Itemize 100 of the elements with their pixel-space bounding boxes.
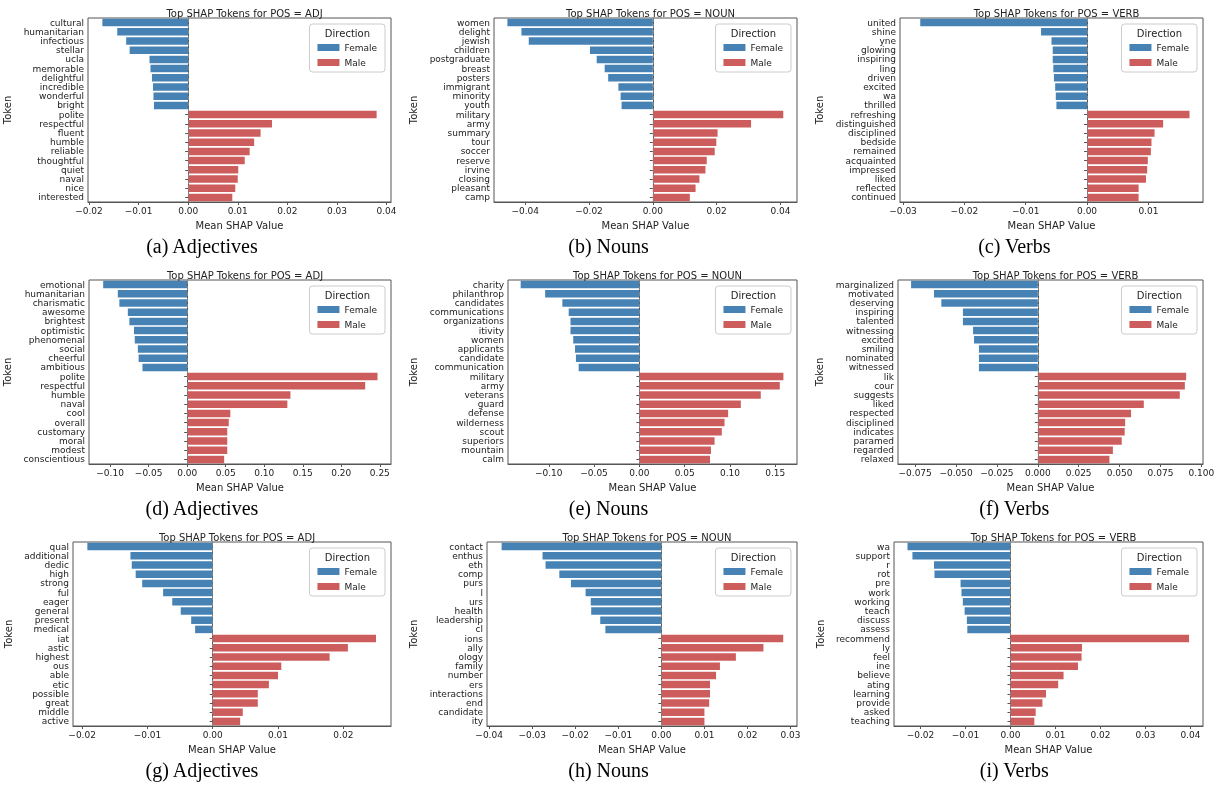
bar: [1053, 64, 1088, 73]
bar: [973, 326, 1038, 335]
y-tick-label: believe: [857, 670, 891, 681]
y-tick-label: cour: [874, 380, 895, 391]
y-tick-label: irvine: [464, 164, 491, 175]
x-tick-label: 0.04: [376, 205, 397, 216]
y-tick-label: contact: [449, 541, 484, 552]
bar: [661, 671, 717, 680]
bar: [907, 542, 1011, 551]
bar: [153, 101, 189, 110]
bar: [520, 280, 640, 289]
x-tick-label: 0.01: [227, 205, 248, 216]
bar: [129, 317, 188, 326]
y-tick-label: humanitarian: [23, 26, 84, 37]
y-tick-label: yne: [879, 36, 897, 46]
legend-label: Male: [344, 57, 367, 68]
x-tick-label: 0.20: [331, 467, 352, 478]
x-tick-label: 0.02: [737, 729, 758, 740]
bar: [652, 147, 715, 156]
y-tick-label: working: [854, 596, 890, 607]
bar: [1010, 680, 1059, 689]
bar: [920, 18, 1088, 27]
y-tick-label: ucla: [65, 54, 84, 65]
y-tick-label: deserving: [849, 298, 894, 308]
bar: [188, 156, 245, 165]
y-tick-label: acquainted: [845, 155, 896, 166]
chart-title: Top SHAP Tokens for POS = VERB: [971, 269, 1139, 281]
x-tick-label: 0.00: [1000, 729, 1021, 740]
y-tick-label: nominated: [845, 353, 894, 364]
y-tick-label: respectful: [39, 118, 84, 129]
y-tick-label: applicants: [457, 344, 505, 354]
y-tick-label: mountain: [461, 445, 504, 456]
y-tick-label: naval: [60, 399, 85, 410]
legend-label: Female: [344, 304, 378, 315]
bar: [661, 680, 711, 689]
x-tick-label: 0.02: [333, 729, 354, 740]
bar: [163, 588, 213, 597]
bar: [102, 18, 189, 27]
x-axis-title: Mean SHAP Value: [196, 481, 284, 493]
y-tick-label: united: [867, 17, 896, 28]
x-axis-title: Mean SHAP Value: [195, 219, 284, 231]
y-tick-label: polite: [59, 371, 86, 382]
bar: [661, 717, 705, 726]
y-tick-label: marginalized: [835, 279, 894, 290]
y-tick-label: postgraduate: [429, 54, 491, 65]
x-tick-label: 0.00: [629, 467, 650, 478]
y-tick-label: pre: [875, 578, 891, 589]
text: (c) Verbs: [978, 235, 1051, 258]
y-tick-label: superiors: [462, 436, 505, 446]
y-tick-label: conscientious: [23, 454, 86, 465]
bar: [187, 372, 378, 381]
x-axis-title: Mean SHAP Value: [188, 743, 276, 755]
chart-title: Top SHAP Tokens for POS = ADJ: [165, 7, 323, 19]
bar: [1087, 156, 1148, 165]
bar: [639, 372, 784, 381]
y-tick-label: thrilled: [864, 100, 896, 111]
bar: [911, 280, 1038, 289]
y-tick-label: quiet: [61, 164, 85, 175]
y-tick-label: scout: [479, 426, 505, 437]
y-tick-label: moral: [59, 436, 85, 446]
bar: [142, 363, 188, 372]
y-tick-label: ous: [53, 661, 70, 672]
y-tick-label: active: [41, 716, 70, 727]
y-tick-label: women: [457, 17, 490, 28]
y-tick-label: fluent: [57, 128, 85, 138]
y-tick-label: closing: [458, 174, 490, 184]
bar: [661, 634, 784, 643]
y-tick-label: leadership: [435, 615, 484, 626]
bar: [652, 110, 784, 119]
bar: [188, 193, 233, 202]
y-tick-label: cool: [66, 408, 85, 419]
y-tick-label: respected: [849, 408, 894, 419]
y-tick-label: cultural: [49, 17, 84, 28]
y-tick-label: customary: [37, 426, 86, 437]
x-tick-label: −0.02: [906, 729, 935, 740]
legend-title: Direction: [324, 27, 371, 39]
text: (f) Verbs: [979, 497, 1050, 520]
legend-label: Female: [344, 566, 378, 577]
x-tick-label: −0.03: [889, 205, 917, 216]
y-tick-label: highest: [35, 652, 70, 662]
x-tick-label: −0.075: [898, 467, 932, 478]
y-tick-label: brightest: [44, 316, 86, 327]
chart-title: Top SHAP Tokens for POS = NOUN: [572, 269, 742, 281]
y-tick-label: teaching: [850, 716, 890, 727]
y-tick-label: paramed: [853, 436, 894, 446]
y-tick-label: continued: [851, 192, 896, 203]
y-tick-label: immigrant: [443, 82, 491, 92]
legend-title: Direction: [1136, 289, 1183, 301]
x-tick-label: −0.10: [534, 467, 563, 478]
bar: [960, 579, 1011, 588]
y-tick-label: provide: [856, 698, 891, 708]
y-tick-label: bright: [57, 100, 85, 111]
bar: [87, 542, 213, 551]
legend-title: Direction: [324, 551, 371, 563]
x-tick-label: −0.02: [575, 205, 603, 216]
x-axis-title: Mean SHAP Value: [1004, 743, 1093, 755]
legend-label: Male: [750, 319, 773, 330]
y-tick-label: tour: [471, 137, 491, 148]
y-tick-label: comp: [458, 569, 484, 580]
bar: [142, 579, 213, 588]
